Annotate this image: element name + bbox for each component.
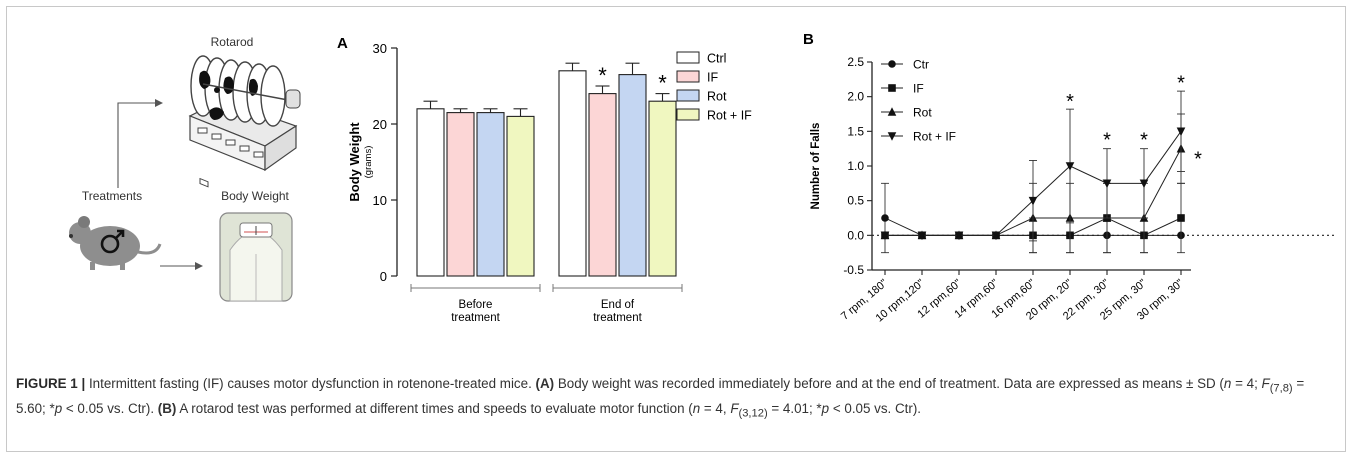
bar xyxy=(648,100,677,277)
caption-b-f-sub: (3,12) xyxy=(738,407,768,420)
significance-marker: * xyxy=(1177,72,1185,94)
treatments-label: Treatments xyxy=(82,189,142,203)
scale-icon xyxy=(219,212,293,302)
caption-a-label: (A) xyxy=(535,376,555,391)
y-tick-label: 1.5 xyxy=(847,124,864,138)
legend-label: Rot xyxy=(913,106,932,120)
mouse-icon xyxy=(69,216,162,270)
caption-figure-label: FIGURE 1 | xyxy=(16,376,86,391)
significance-marker: * xyxy=(1103,129,1111,151)
legend-marker xyxy=(887,132,897,141)
legend-label: Ctr xyxy=(913,58,929,72)
data-point xyxy=(917,231,927,241)
legend-swatch xyxy=(676,51,700,64)
bar xyxy=(558,70,587,277)
y-axis-unit: (grams) xyxy=(363,146,374,179)
caption-a-text-2: = 4; xyxy=(1231,376,1262,391)
bar xyxy=(588,93,617,277)
legend-label: Rot + IF xyxy=(913,130,956,144)
y-tick-label: 2.0 xyxy=(847,90,864,104)
data-point xyxy=(881,214,889,222)
legend-label: IF xyxy=(707,71,718,85)
significance-marker: * xyxy=(1066,91,1074,113)
significance-marker: * xyxy=(598,63,607,88)
legend-swatch xyxy=(676,70,700,83)
data-point xyxy=(880,231,890,241)
legend-label: Rot + IF xyxy=(707,109,752,123)
bar xyxy=(446,112,475,277)
caption-p-symbol-b: p xyxy=(821,401,830,417)
data-point xyxy=(1176,127,1186,137)
y-tick-label: 0 xyxy=(380,269,387,284)
group-label: Before xyxy=(459,299,493,311)
caption-a-f-sub: (7,8) xyxy=(1269,382,1293,395)
y-tick-label: 30 xyxy=(373,41,387,56)
data-point xyxy=(991,231,1001,241)
caption-title: Intermittent fasting (IF) causes motor d… xyxy=(85,376,536,391)
bar xyxy=(416,108,445,277)
caption-n-symbol: n xyxy=(1223,376,1232,391)
data-point xyxy=(1065,162,1075,171)
caption-b-text-4: < 0.05 vs. Ctr). xyxy=(829,401,922,417)
legend-marker xyxy=(888,84,896,92)
caption-f-symbol: F xyxy=(1261,376,1270,391)
rotarod-apparatus-icon xyxy=(188,55,301,188)
bar xyxy=(476,112,505,277)
caption-a-text-1: Body weight was recorded immediately bef… xyxy=(554,376,1224,391)
legend-swatch xyxy=(676,108,700,121)
legend-swatch xyxy=(676,89,700,102)
caption-b-text-2: = 4, xyxy=(700,401,731,417)
y-tick-label: 2.5 xyxy=(847,55,864,69)
legend-label: Rot xyxy=(707,90,727,104)
y-tick-label: -0.5 xyxy=(843,263,864,277)
caption-n-symbol-b: n xyxy=(692,401,701,417)
caption-b-label: (B) xyxy=(157,401,177,417)
panel-a-label: A xyxy=(337,35,348,52)
group-label: treatment xyxy=(593,312,642,324)
legend-label: IF xyxy=(913,82,924,96)
caption-b-text-3: = 4.01; * xyxy=(767,401,822,417)
figure-frame xyxy=(6,6,1346,452)
body-weight-label: Body Weight xyxy=(221,189,289,203)
data-point xyxy=(1028,196,1038,206)
group-label: treatment xyxy=(451,312,500,324)
figure-caption: FIGURE 1 | Intermittent fasting (IF) cau… xyxy=(16,374,1336,424)
legend-marker xyxy=(888,60,896,68)
significance-marker: * xyxy=(1140,129,1148,151)
y-tick-label: 1.0 xyxy=(847,159,864,173)
data-point xyxy=(954,231,964,241)
caption-a-text-3: = 5.60; * xyxy=(16,376,1305,417)
data-point xyxy=(1139,179,1149,189)
y-tick-label: 0.5 xyxy=(847,194,864,208)
y-axis-label: Number of Falls xyxy=(810,123,822,210)
flow-arrows xyxy=(117,102,195,267)
data-point xyxy=(1177,214,1185,222)
group-label: End of xyxy=(601,299,635,311)
bar xyxy=(618,74,647,277)
y-axis-label: Body Weight xyxy=(347,122,362,202)
y-tick-label: 0.0 xyxy=(847,228,864,242)
caption-p-symbol: p xyxy=(54,401,63,417)
legend-marker xyxy=(887,107,897,116)
caption-f-symbol-b: F xyxy=(730,401,739,417)
caption-a-text-4: < 0.05 vs. Ctr). xyxy=(62,401,158,417)
y-tick-label: 10 xyxy=(373,193,387,208)
bar xyxy=(506,115,535,277)
panel-b-label: B xyxy=(803,31,814,48)
rotarod-label: Rotarod xyxy=(211,35,254,49)
significance-marker: * xyxy=(1194,149,1202,171)
legend-label: Ctrl xyxy=(707,52,726,66)
y-tick-label: 20 xyxy=(373,117,387,132)
caption-b-text-1: A rotarod test was performed at differen… xyxy=(176,401,693,417)
data-point xyxy=(1102,179,1112,189)
schematic-panel: Rotarod xyxy=(69,35,301,302)
significance-marker: * xyxy=(658,71,667,96)
